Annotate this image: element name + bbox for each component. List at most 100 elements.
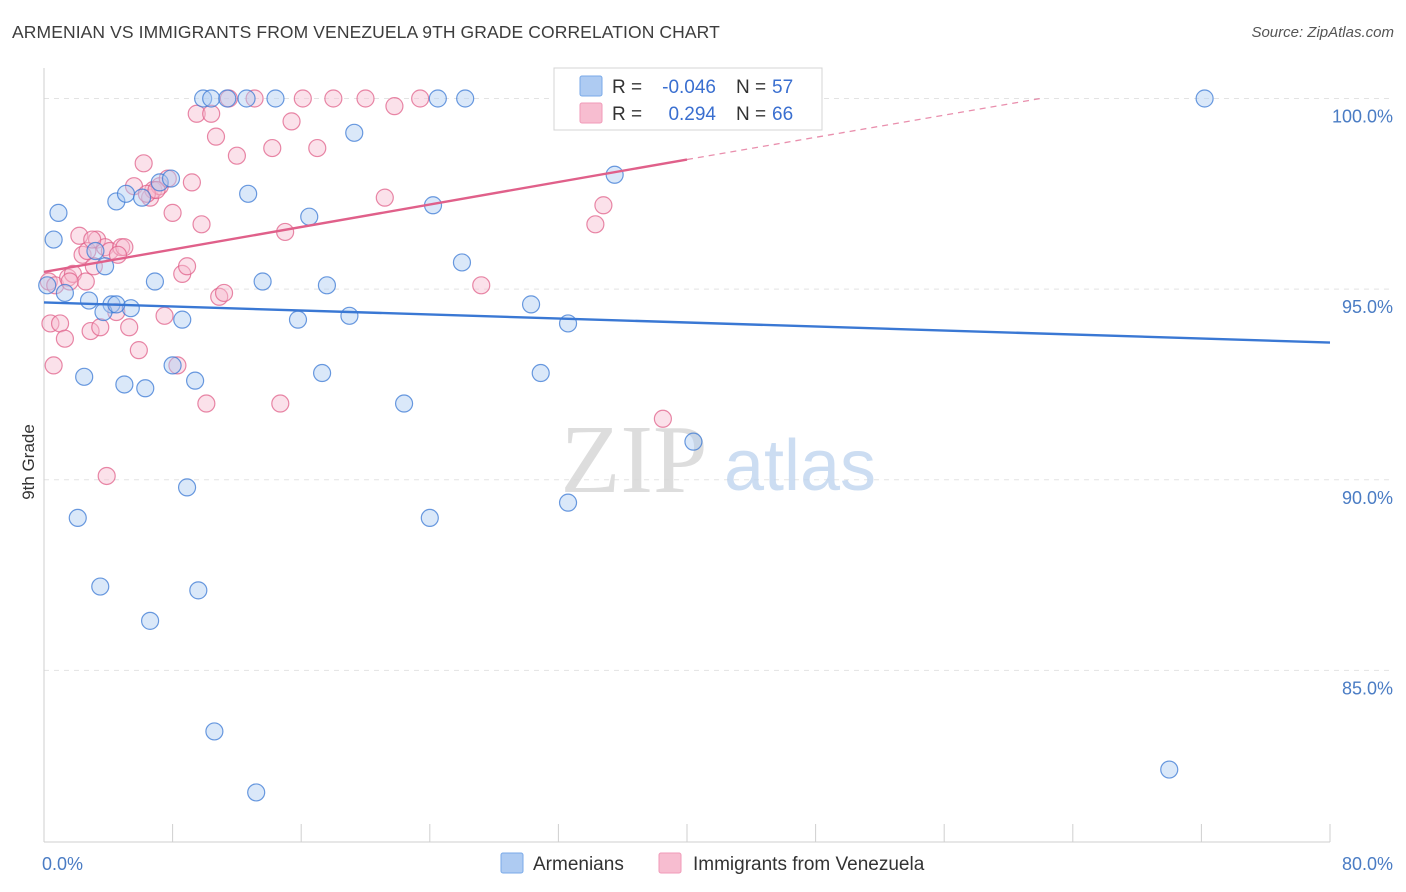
venezuela-point-41 [214, 283, 234, 303]
legend-bottom-swatch-venezuela [658, 852, 682, 874]
legend-r-label-venezuela: R = [612, 104, 642, 125]
venezuela-point-35 [187, 104, 206, 123]
venezuela-point-16 [97, 466, 116, 486]
venezuela-point-23 [129, 341, 148, 360]
venezuela-point-38 [202, 104, 221, 123]
chart-source: Source: ZipAtlas.com [1251, 24, 1394, 41]
venezuela-point-20 [115, 238, 134, 257]
venezuela-point-21 [120, 318, 139, 337]
armenians-point-49 [558, 493, 578, 512]
armenians-point-39 [345, 123, 364, 142]
trend-lines [43, 97, 1331, 344]
venezuela-point-45 [263, 138, 282, 158]
armenians-point-16 [136, 379, 155, 398]
venezuela-point-14 [91, 318, 110, 337]
venezuela-point-5 [55, 329, 74, 348]
armenians-point-4 [68, 508, 87, 528]
axes: 85.0% 90.0% 95.0% 100.0% 0.0% 80.0% [42, 68, 1393, 874]
armenians-point-36 [312, 363, 332, 383]
venezuela-point-31 [168, 356, 187, 375]
venezuela-point-56 [472, 276, 491, 295]
legend-r-label-armenians: R = [612, 77, 642, 98]
armenians-point-12 [115, 375, 134, 394]
armenians-point-19 [150, 173, 169, 192]
armenians-point-20 [161, 169, 181, 188]
armenians-point-56 [163, 356, 182, 375]
legend-n-value-venezuela: 66 [772, 104, 793, 125]
venezuela-point-33 [177, 257, 197, 276]
armenians-point-8 [91, 577, 110, 596]
armenians-point-18 [145, 272, 165, 291]
venezuela-point-36 [192, 215, 211, 234]
armenians-point-33 [266, 89, 285, 108]
armenians-point-53 [1195, 89, 1214, 108]
venezuela-point-58 [594, 196, 613, 215]
venezuela-point-37 [197, 394, 216, 413]
venezuela-point-48 [282, 112, 301, 131]
armenians-point-38 [340, 306, 359, 325]
armenians-point-7 [86, 241, 105, 261]
armenians-point-0 [38, 276, 57, 295]
venezuela-point-49 [293, 89, 312, 108]
armenians-point-34 [288, 310, 308, 329]
y-tick-label-1: 90.0% [1342, 488, 1393, 508]
armenians-point-26 [202, 89, 221, 108]
venezuela-trend-line [43, 158, 688, 274]
venezuela-point-43 [227, 146, 246, 165]
legend-swatch-armenians [579, 75, 603, 97]
legend-bottom-swatch-armenians [500, 852, 524, 874]
venezuela-point-63 [83, 230, 102, 249]
armenians-point-21 [173, 310, 192, 329]
venezuela-point-30 [163, 203, 182, 222]
armenians-point-32 [253, 272, 272, 291]
armenians-trend-line [43, 301, 1331, 344]
venezuela-point-57 [586, 215, 605, 234]
armenians-point-17 [140, 611, 160, 630]
venezuela-point-24 [134, 154, 153, 173]
venezuela-point-55 [411, 89, 430, 108]
chart-title: ARMENIAN VS IMMIGRANTS FROM VENEZUELA 9T… [12, 22, 720, 42]
venezuela-point-2 [44, 356, 63, 375]
venezuela-point-1 [41, 314, 60, 333]
venezuela-point-10 [76, 272, 95, 291]
armenians-point-40 [394, 394, 414, 413]
armenians-point-52 [1160, 760, 1179, 779]
x-tick-label-1: 80.0% [1342, 854, 1393, 874]
armenians-point-11 [107, 192, 126, 211]
venezuela-point-4 [50, 314, 70, 333]
watermark-zip: ZIP [561, 406, 708, 514]
armenians-point-5 [75, 367, 94, 386]
correlation-legend: R = -0.046 N = 57 R = 0.294 N = 66 [553, 67, 823, 131]
venezuela-trend-extension [686, 97, 1041, 161]
armenians-point-2 [49, 203, 68, 222]
venezuela-point-52 [356, 89, 375, 108]
grid-lines [44, 98, 1392, 671]
legend-bottom-label-venezuela: Immigrants from Venezuela [693, 854, 925, 875]
legend-swatch-venezuela [579, 102, 603, 124]
armenians-point-51 [684, 432, 703, 451]
legend-n-label-armenians: N = [736, 77, 766, 98]
y-axis-label: 9th Grade [19, 424, 38, 500]
y-tick-label-2: 95.0% [1342, 297, 1393, 317]
y-tick-label-0: 85.0% [1342, 678, 1393, 698]
armenians-point-43 [428, 89, 447, 108]
venezuela-point-50 [308, 138, 327, 158]
armenians-point-6 [79, 291, 99, 310]
armenians-point-1 [44, 230, 63, 249]
series-legend: Armenians Immigrants from Venezuela [500, 852, 925, 875]
armenians-point-29 [237, 89, 256, 108]
venezuela-point-54 [385, 97, 404, 116]
venezuela-point-51 [324, 89, 343, 108]
venezuela-point-59 [653, 409, 672, 428]
armenians-point-45 [456, 89, 475, 108]
armenians-point-46 [521, 295, 541, 314]
legend-r-value-venezuela: 0.294 [668, 104, 716, 125]
venezuela-point-11 [81, 321, 100, 341]
legend-r-value-armenians: -0.046 [662, 77, 716, 98]
armenians-point-41 [420, 508, 439, 528]
venezuela-point-61 [60, 272, 79, 291]
legend-n-value-armenians: 57 [772, 77, 793, 98]
armenians-point-15 [132, 188, 152, 207]
armenians-point-3 [55, 283, 74, 303]
